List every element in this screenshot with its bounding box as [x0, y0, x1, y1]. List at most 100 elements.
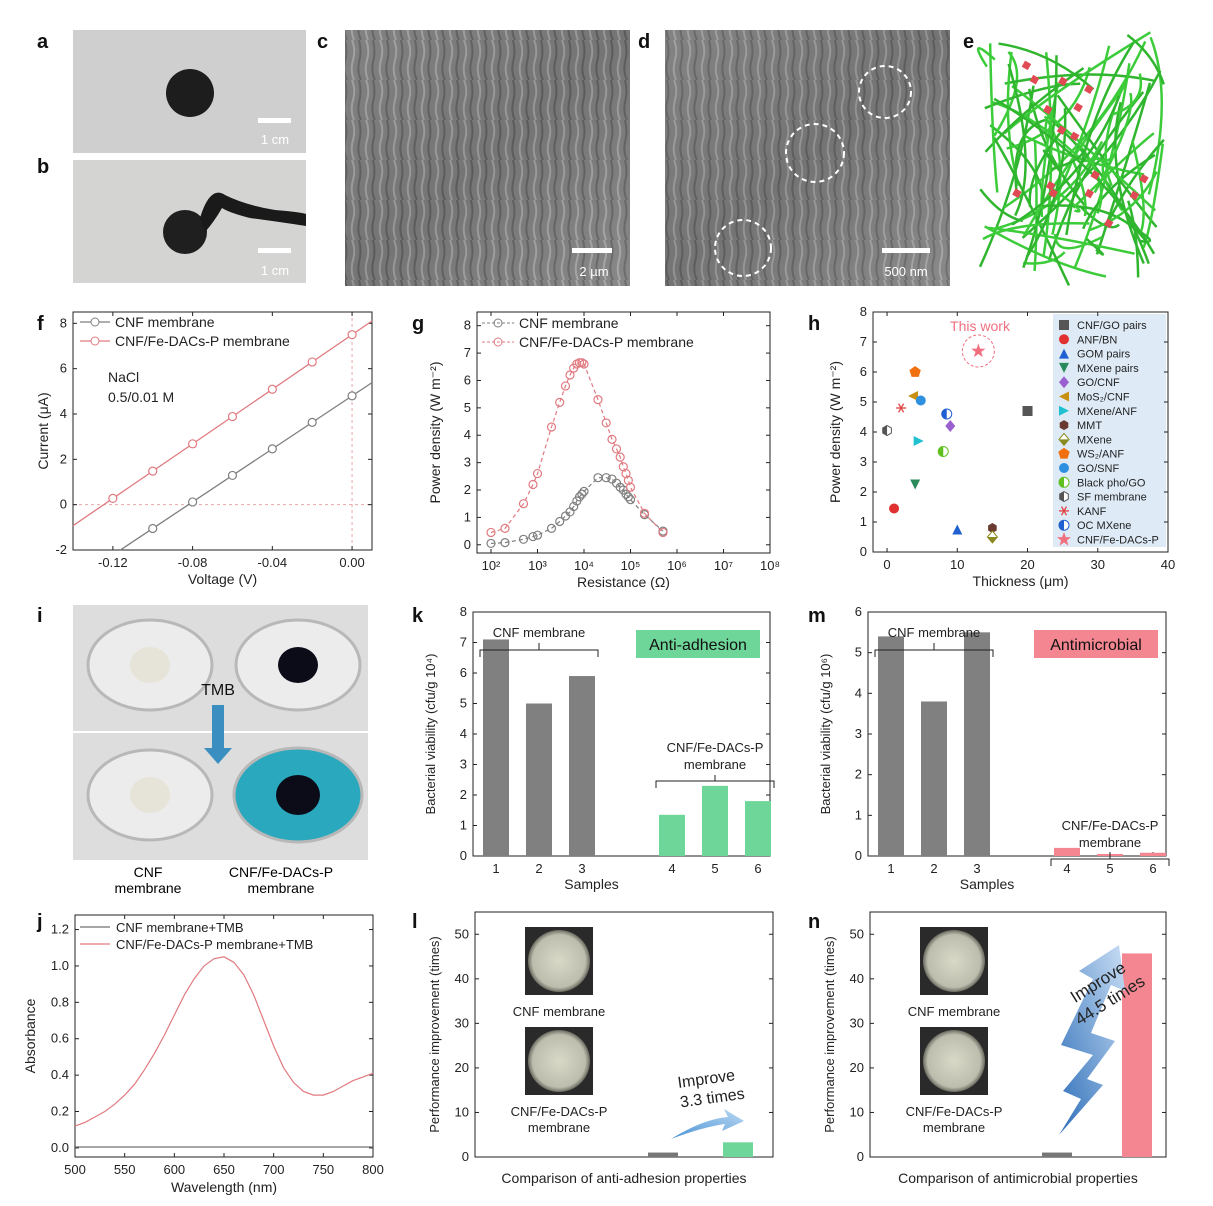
- plot-frame: [476, 311, 771, 554]
- fiber: [988, 43, 999, 193]
- annotation: 0.5/0.01 M: [108, 389, 174, 405]
- membrane-disk: [166, 69, 214, 117]
- fiber: [1014, 118, 1046, 196]
- panel-letter: l: [412, 911, 418, 933]
- y-tick-label: 2: [860, 484, 867, 499]
- annotation: NaCl: [108, 369, 139, 385]
- down-arrow-icon: [204, 705, 232, 764]
- y-tick-label: 30: [850, 1015, 864, 1030]
- marker-triangle: [1059, 391, 1069, 402]
- x-tick-label: 1: [887, 861, 894, 876]
- legend-marker: [493, 337, 503, 347]
- data-point: [639, 508, 650, 518]
- bar: [1054, 847, 1080, 856]
- fiber: [976, 47, 996, 68]
- legend-label: MXene/ANF: [1077, 406, 1137, 418]
- annotation-this-work: This work: [950, 318, 1011, 334]
- fe-particle: [1069, 131, 1080, 142]
- y-tick-label: 0.0: [51, 1140, 69, 1155]
- data-point: [621, 489, 631, 499]
- legend-label: CNF membrane: [115, 314, 215, 330]
- panel-letter: m: [808, 605, 826, 627]
- marker-circle: [889, 503, 900, 514]
- fiber: [1126, 33, 1165, 85]
- data-point: [528, 479, 538, 490]
- label-membrane: membrane: [115, 880, 182, 896]
- marker-square: [1059, 320, 1069, 330]
- data-point: [227, 411, 238, 422]
- panel-letter: g: [412, 313, 424, 335]
- marker-triangle: [913, 436, 924, 446]
- fiber: [1129, 224, 1152, 243]
- y-tick-label: 4: [464, 427, 471, 442]
- y-tick-label: 4: [60, 406, 67, 421]
- panel-letter: e: [963, 31, 974, 53]
- bar: [569, 676, 595, 856]
- x-tick-label: 5: [711, 861, 718, 876]
- marker-stroke: [1060, 506, 1068, 516]
- y-tick-label: 0: [855, 848, 862, 863]
- y-tick-label: 7: [860, 334, 867, 349]
- legend-label: OC MXene: [1077, 520, 1131, 532]
- group-label: CNF/Fe-DACs-P: [1062, 818, 1159, 833]
- tag-label: Antimicrobial: [1050, 637, 1142, 654]
- fe-particle: [1012, 188, 1022, 198]
- tweezers: [200, 192, 306, 232]
- legend-marker: [90, 317, 100, 327]
- x-axis-label: Samples: [564, 876, 618, 892]
- data-point: [307, 417, 317, 427]
- data-point: [532, 530, 543, 540]
- data-point: [500, 537, 510, 548]
- fe-particle: [1129, 190, 1140, 201]
- panel-letter: h: [808, 313, 820, 335]
- y-axis-label: Power density (W m⁻²): [427, 362, 443, 504]
- fiber: [993, 140, 1104, 231]
- legend-label: ANF/BN: [1077, 334, 1117, 346]
- sem-image-c: 2 µm: [345, 30, 630, 286]
- plate-label: CNF/Fe-DACs-P: [511, 1104, 608, 1119]
- data-point: [148, 466, 158, 476]
- y-tick-label: 1: [464, 509, 471, 524]
- series-line: [490, 362, 664, 534]
- marker-circle: [915, 395, 926, 406]
- fiber-network-schematic: [976, 31, 1165, 286]
- x-tick-label: 600: [163, 1162, 185, 1177]
- bar: [1140, 852, 1166, 856]
- x-tick-label: 6: [1149, 861, 1156, 876]
- data-point: [307, 357, 317, 367]
- fe-particle: [1103, 218, 1114, 229]
- data-point: [555, 516, 565, 527]
- scale-bar: [572, 248, 612, 253]
- y-axis-label: Current (μA): [35, 392, 51, 469]
- bar: [1042, 1152, 1072, 1157]
- x-tick-label: 750: [312, 1162, 334, 1177]
- chart-h-comparison-scatter: 0 10 20 30 40 0 1 2 3 4 5 6 7 8 Thickness (μm) Power de…: [827, 304, 1175, 589]
- data-point: [658, 527, 668, 538]
- data-point: [546, 422, 557, 432]
- marker-stroke: [898, 403, 905, 413]
- cnf-membrane-disk: [130, 647, 170, 683]
- y-tick-label: 0: [464, 537, 471, 552]
- chart-n-improvement: 0 10 20 30 40 50 Performance improvement (time…: [822, 911, 1167, 1186]
- chart-g-power-density: 10² 10³ 10⁴ 10⁵ 10⁶ 10⁷ 10⁸ 0 1 2 3 4 5 6 7 8 Resistance…: [427, 311, 780, 590]
- data-point: [579, 486, 589, 496]
- y-tick-label: 7: [464, 345, 471, 360]
- legend-label: MMT: [1077, 420, 1102, 432]
- bar: [723, 1142, 753, 1157]
- scale-bar: [258, 248, 291, 253]
- y-axis-label: Absorbance: [22, 998, 38, 1073]
- x-tick-label: -0.12: [98, 555, 128, 570]
- chart-k-anti-adhesion: 0 1 2 3 4 5 6 7 8 Bacterial viability (cfu/g 10⁴)…: [423, 604, 775, 892]
- x-tick-label: 10: [950, 557, 964, 572]
- fe-particle: [1056, 125, 1067, 135]
- group-label: membrane: [1079, 835, 1141, 850]
- series-line: [72, 320, 373, 527]
- y-tick-label: 1: [460, 818, 467, 833]
- x-axis-label: Thickness (μm): [973, 573, 1069, 589]
- panel-letter: i: [37, 605, 43, 627]
- fiber: [1042, 149, 1061, 172]
- legend-label: CNF/Fe-DACs-P membrane+TMB: [116, 937, 313, 952]
- marker-hexagon: [882, 425, 888, 436]
- scale-bar: [258, 118, 291, 123]
